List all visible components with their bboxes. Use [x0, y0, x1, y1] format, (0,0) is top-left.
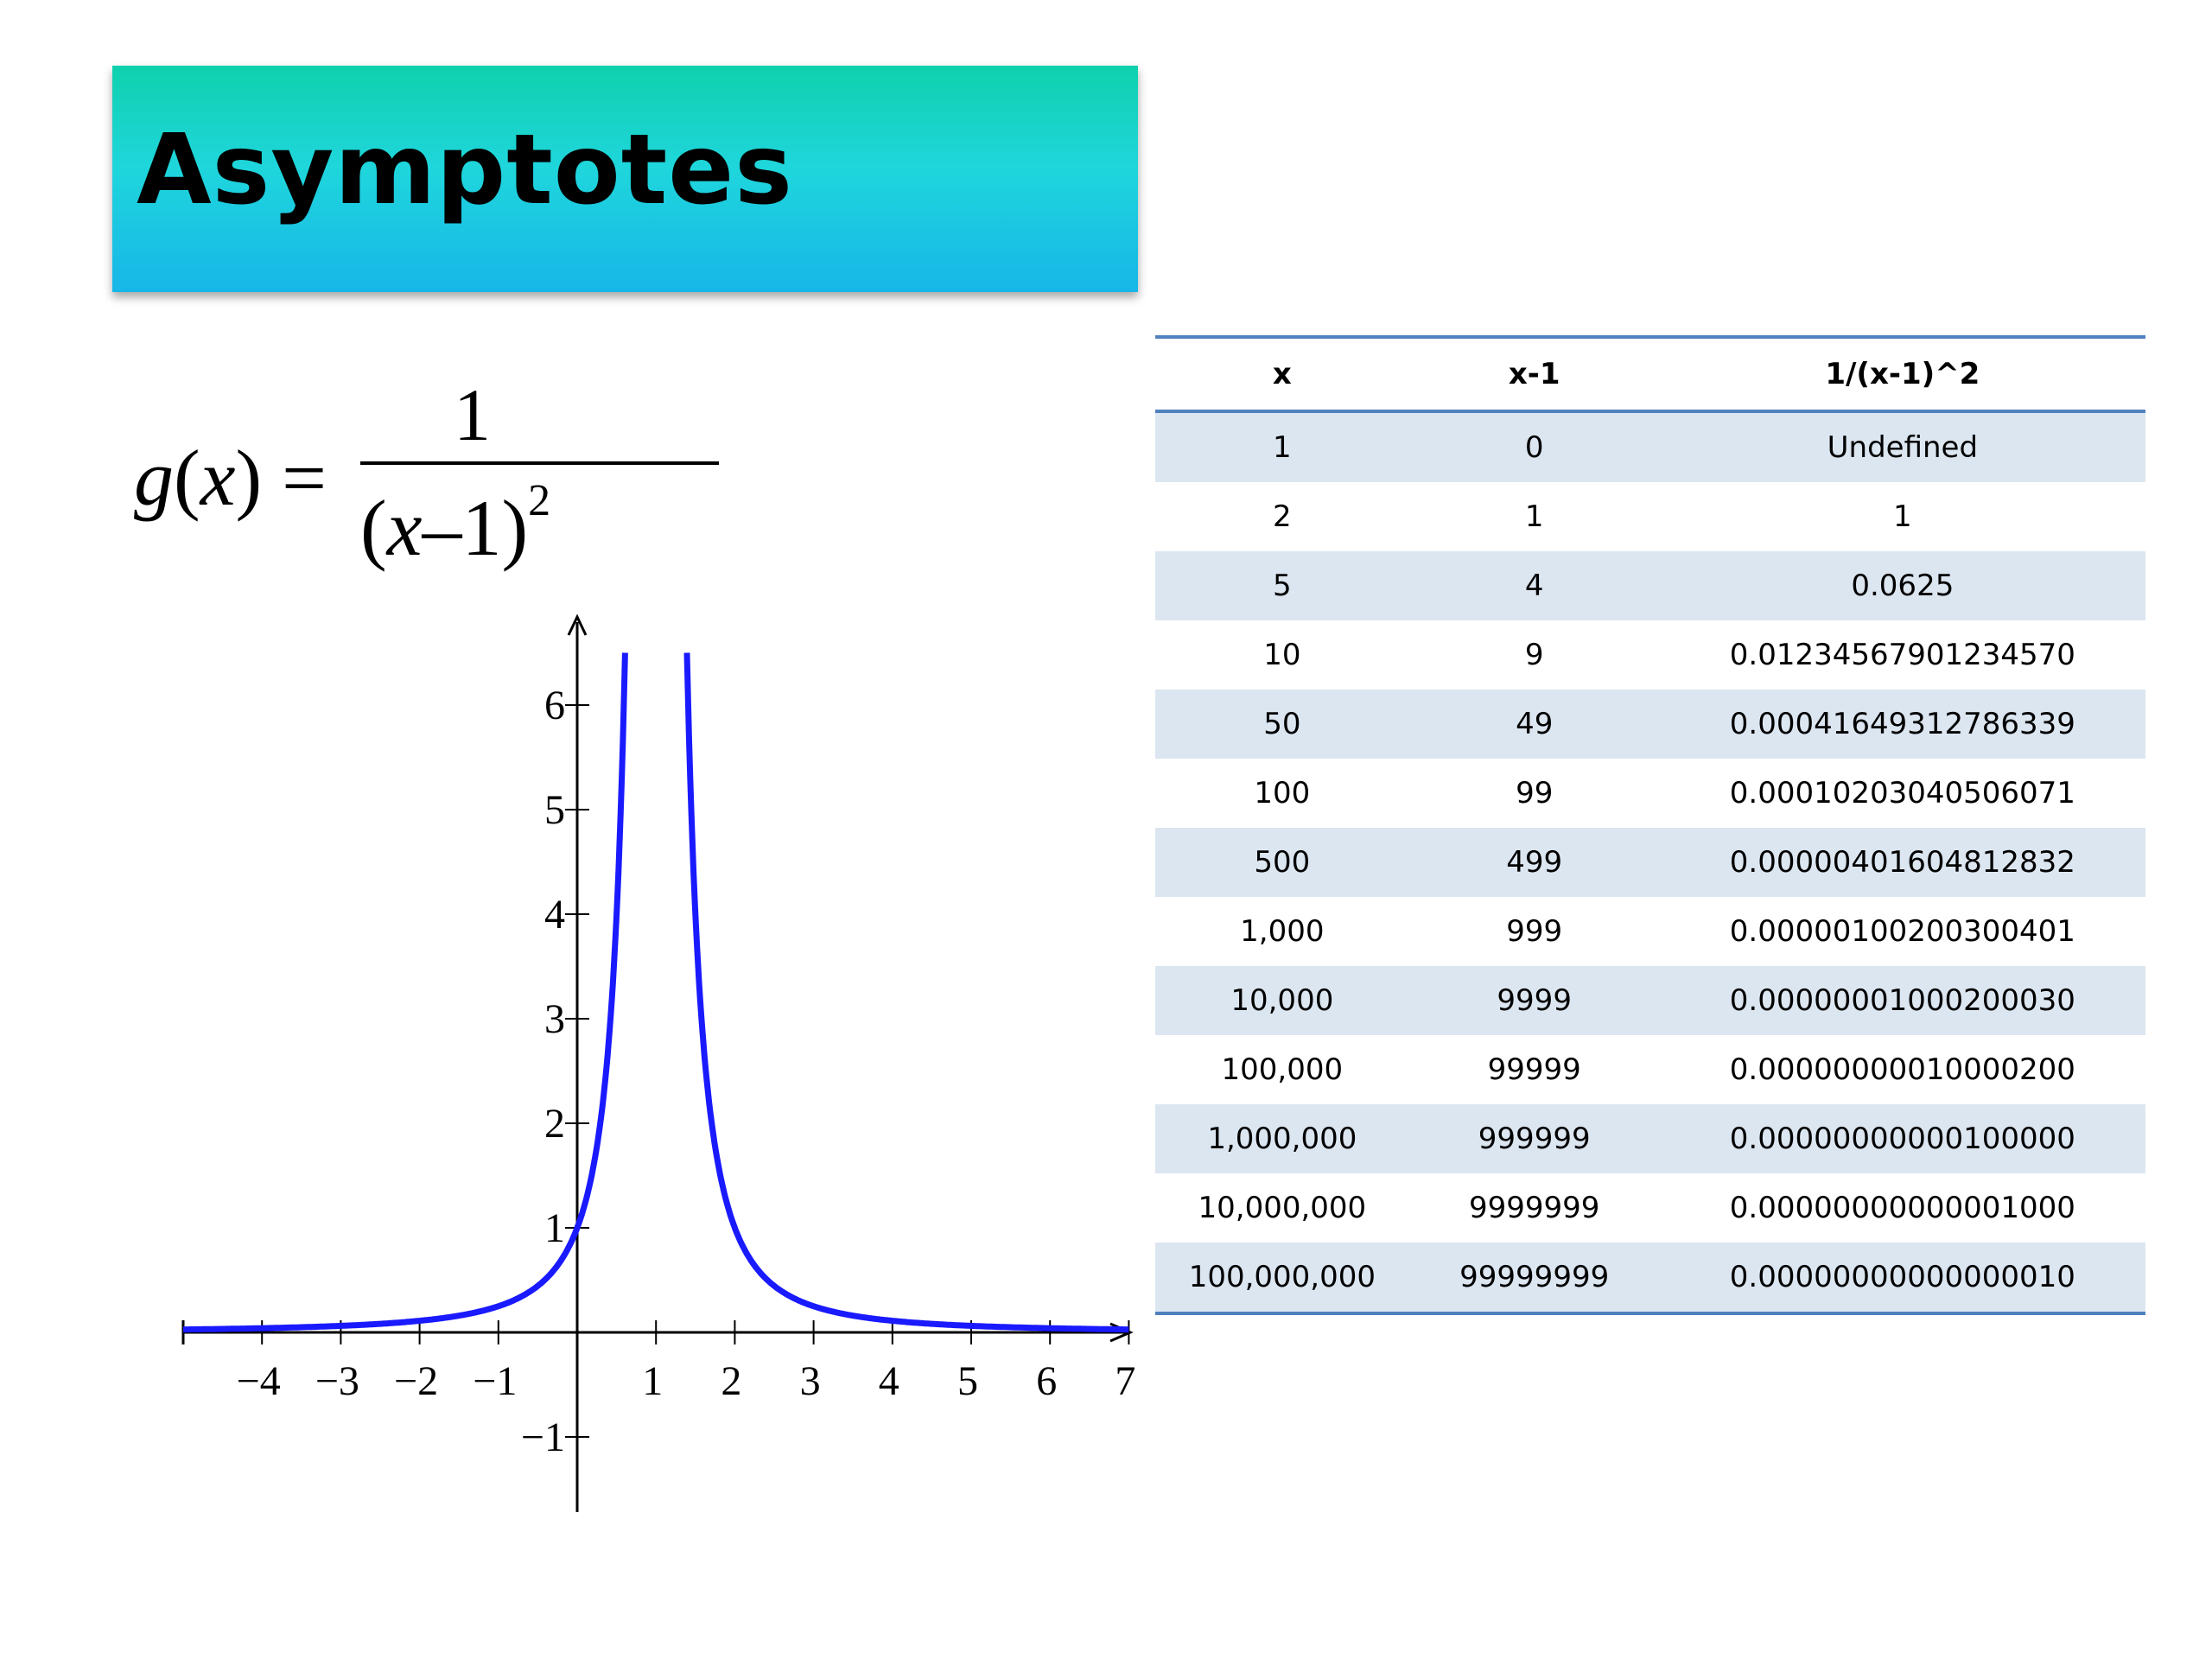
y-tick-label: 6 — [544, 683, 565, 728]
cell-x-minus-1: 0 — [1524, 430, 1544, 465]
cell-x-minus-1: 4 — [1524, 569, 1544, 603]
cell-result: 0.00000100200300401 — [1729, 914, 2075, 949]
table-row: 10 9 0.01234567901234570 — [1155, 620, 2145, 690]
y-tick-label: 1 — [544, 1205, 565, 1251]
formula-rparen: ) — [235, 434, 263, 522]
cell-x: 1 — [1273, 430, 1292, 465]
header-x: x — [1272, 357, 1292, 391]
slide-title: Asymptotes — [137, 114, 793, 226]
cell-x-minus-1: 499 — [1506, 845, 1563, 880]
cell-x-minus-1: 9999 — [1497, 983, 1572, 1018]
cell-x-minus-1: 99999999 — [1459, 1260, 1610, 1294]
table-row: 5 4 0.0625 — [1155, 551, 2145, 620]
cell-x-minus-1: 999999 — [1478, 1122, 1591, 1156]
cell-x: 2 — [1273, 499, 1292, 534]
cell-x-minus-1: 49 — [1516, 707, 1554, 741]
y-tick-label: −1 — [521, 1414, 565, 1460]
header-x-minus-1: x-1 — [1508, 357, 1560, 391]
y-tick-label: 3 — [544, 996, 565, 1042]
formula-function-name: g — [134, 434, 174, 522]
cell-result: 0.00010203040506071 — [1729, 776, 2075, 810]
table-row: 50 49 0.00041649312786339 — [1155, 690, 2145, 759]
cell-result: 0.00000001000200030 — [1729, 983, 2075, 1018]
cell-result: 0.00000000000000010 — [1729, 1260, 2075, 1294]
table-row: 1,000,000 999999 0.00000000000100000 — [1155, 1104, 2145, 1173]
x-tick-label: −1 — [473, 1358, 517, 1404]
cell-result: 0.00000000000001000 — [1729, 1191, 2075, 1225]
y-tick-label: 5 — [544, 787, 565, 833]
cell-x: 100,000,000 — [1188, 1260, 1376, 1294]
formula-lparen: ( — [174, 434, 200, 522]
table-row: 10,000,000 9999999 0.00000000000001000 — [1155, 1173, 2145, 1243]
values-table: x x-1 1/(x-1)^2 1 0 Undefined 2 1 1 5 4 0.0625 10… — [1155, 335, 2145, 1315]
formula-numerator: 1 — [454, 373, 491, 456]
cell-x-minus-1: 99 — [1516, 776, 1554, 810]
fraction-bar — [360, 461, 719, 465]
den-variable: x — [386, 484, 423, 572]
cell-result: 0.01234567901234570 — [1729, 638, 2075, 672]
den-lparen: ( — [360, 484, 387, 572]
cell-result: 0.00041649312786339 — [1729, 707, 2075, 741]
den-rparen: ) — [501, 484, 529, 572]
table-row: 100,000 99999 0.00000000010000200 — [1155, 1035, 2145, 1104]
table-row: 100,000,000 99999999 0.00000000000000010 — [1155, 1243, 2145, 1313]
cell-x: 100,000 — [1221, 1052, 1344, 1087]
function-graph: −4 −3 −2 −1 1 2 3 4 5 6 7 −1 1 2 3 4 5 6 — [181, 613, 1135, 1512]
cell-result: 1 — [1893, 499, 1912, 534]
x-tick-label: −4 — [237, 1358, 281, 1404]
table-row: 1,000 999 0.00000100200300401 — [1155, 897, 2145, 966]
table-row: 2 1 1 — [1155, 482, 2145, 551]
x-tick-label: 7 — [1115, 1358, 1135, 1404]
cell-x: 1,000 — [1240, 914, 1325, 949]
x-tick-label: 2 — [721, 1358, 741, 1404]
x-tick-label: 4 — [879, 1358, 899, 1404]
title-banner: Asymptotes — [112, 66, 1138, 292]
cell-result: 0.00000000010000200 — [1729, 1052, 2075, 1087]
cell-x-minus-1: 9999999 — [1468, 1191, 1600, 1225]
cell-x: 5 — [1273, 569, 1292, 603]
x-tick-label: −3 — [315, 1358, 359, 1404]
y-tick-label: 2 — [544, 1101, 565, 1147]
cell-result: Undefined — [1827, 430, 1979, 465]
cell-x: 10 — [1263, 638, 1301, 672]
table-row: 10,000 9999 0.00000001000200030 — [1155, 966, 2145, 1035]
cell-result: 0.0625 — [1851, 569, 1955, 603]
curve-left-branch — [183, 652, 628, 1333]
cell-x-minus-1: 9 — [1524, 638, 1544, 672]
y-tick-label: 4 — [544, 892, 565, 938]
x-tick-label: 1 — [642, 1358, 663, 1404]
y-axis-arrow — [567, 613, 588, 636]
cell-x: 100 — [1254, 776, 1311, 810]
formula-denominator: (x–1)2 — [360, 475, 550, 574]
cell-x: 500 — [1254, 845, 1311, 880]
cell-x-minus-1: 999 — [1506, 914, 1563, 949]
x-tick-label: 5 — [957, 1358, 978, 1404]
cell-result: 0.00000401604812832 — [1729, 845, 2075, 880]
formula-equals: = — [262, 434, 327, 522]
table-header-row: x x-1 1/(x-1)^2 — [1155, 337, 2145, 411]
cell-x: 1,000,000 — [1207, 1122, 1357, 1156]
x-tick-label: −2 — [394, 1358, 438, 1404]
formula-variable: x — [200, 434, 236, 522]
table-row: 500 499 0.00000401604812832 — [1155, 828, 2145, 897]
cell-x: 10,000,000 — [1198, 1191, 1367, 1225]
cell-x: 50 — [1263, 707, 1301, 741]
table-body: 1 0 Undefined 2 1 1 5 4 0.0625 10 9 0.0123456790123… — [1155, 411, 2145, 1313]
den-minus-one: –1 — [422, 484, 502, 572]
cell-x-minus-1: 1 — [1524, 499, 1544, 534]
curve-right-branch — [683, 652, 1129, 1333]
den-exponent: 2 — [528, 476, 551, 525]
cell-x: 10,000 — [1230, 983, 1334, 1018]
table-row: 1 0 Undefined — [1155, 411, 2145, 482]
x-tick-label: 3 — [800, 1358, 821, 1404]
cell-x-minus-1: 99999 — [1487, 1052, 1581, 1087]
x-tick-label: 6 — [1036, 1358, 1057, 1404]
function-formula: g(x) = 1 (x–1)2 — [134, 372, 719, 588]
table-row: 100 99 0.00010203040506071 — [1155, 759, 2145, 828]
header-result: 1/(x-1)^2 — [1825, 357, 1980, 391]
formula-lhs: g(x) = — [134, 432, 327, 524]
cell-result: 0.00000000000100000 — [1729, 1122, 2075, 1156]
